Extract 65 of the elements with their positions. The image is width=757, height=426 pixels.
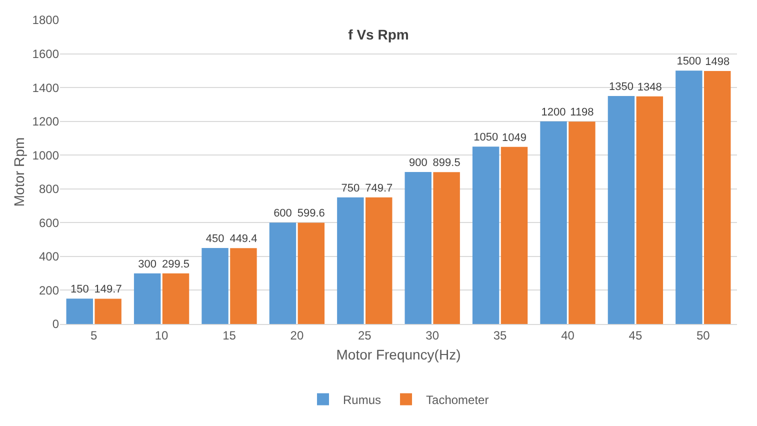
data-label: 1350 xyxy=(608,81,634,93)
data-label: 1050 xyxy=(474,132,498,144)
data-label: 1049 xyxy=(502,132,527,144)
bar xyxy=(433,172,460,324)
y-tick-label: 0 xyxy=(52,317,60,332)
y-tick-label: 600 xyxy=(38,216,60,230)
y-tick-label: 400 xyxy=(38,250,60,264)
x-tick-label: 30 xyxy=(426,328,440,342)
bar xyxy=(608,96,635,324)
bar xyxy=(162,273,190,324)
x-tick-label: 25 xyxy=(358,328,372,342)
x-tick-label: 40 xyxy=(561,328,575,342)
data-label: 1500 xyxy=(676,56,702,68)
y-tick-label: 1400 xyxy=(32,80,60,95)
bar xyxy=(704,71,731,324)
y-tick-label: 1200 xyxy=(32,114,60,129)
data-label: 1348 xyxy=(637,81,662,94)
bar xyxy=(500,146,528,324)
data-label: 749.7 xyxy=(365,182,393,194)
bar xyxy=(472,146,500,324)
x-tick-label: 15 xyxy=(222,328,236,342)
y-tick-label: 1600 xyxy=(32,46,60,61)
data-label: 1198 xyxy=(570,106,594,119)
legend-label: Tachometer xyxy=(426,392,489,407)
bar xyxy=(337,197,364,324)
y-tick-label: 1000 xyxy=(32,148,60,162)
data-label: 750 xyxy=(341,182,360,194)
x-tick-label: 45 xyxy=(628,328,642,342)
data-label: 299.5 xyxy=(162,258,190,270)
y-tick-label: 1800 xyxy=(32,13,60,28)
x-tick-label: 35 xyxy=(493,328,508,342)
bar xyxy=(366,197,392,324)
legend-label: Rumus xyxy=(343,392,382,407)
y-axis-title: Motor Rpm xyxy=(10,137,27,207)
y-tick-label: 200 xyxy=(38,283,60,298)
data-label: 449.4 xyxy=(230,233,258,246)
bar xyxy=(230,248,257,324)
data-label: 1498 xyxy=(705,56,730,68)
bar xyxy=(202,248,228,324)
x-tick-label: 10 xyxy=(154,328,169,342)
data-label: 599.6 xyxy=(297,208,325,220)
bar xyxy=(94,298,122,324)
x-tick-label: 50 xyxy=(696,328,710,342)
bar xyxy=(66,298,93,324)
bar xyxy=(676,70,702,324)
bar xyxy=(568,122,596,324)
data-label: 149.7 xyxy=(94,284,122,296)
x-tick-label: 5 xyxy=(90,328,98,342)
data-label: 899.5 xyxy=(432,157,460,170)
bar xyxy=(636,96,664,324)
x-tick-label: 20 xyxy=(290,328,304,342)
bar xyxy=(134,273,161,324)
x-axis-title: Motor Frequncy(Hz) xyxy=(336,346,461,363)
y-tick-label: 800 xyxy=(38,182,60,196)
data-label: 450 xyxy=(206,233,224,245)
bar xyxy=(269,222,296,324)
data-label: 900 xyxy=(408,157,428,169)
data-label: 150 xyxy=(70,284,89,296)
bar xyxy=(540,121,567,324)
data-label: 1200 xyxy=(541,106,566,118)
data-label: 600 xyxy=(274,208,292,220)
data-label: 300 xyxy=(138,258,157,270)
text: f Vs Rpm xyxy=(348,26,409,43)
bar xyxy=(298,222,325,324)
bar xyxy=(404,172,432,324)
